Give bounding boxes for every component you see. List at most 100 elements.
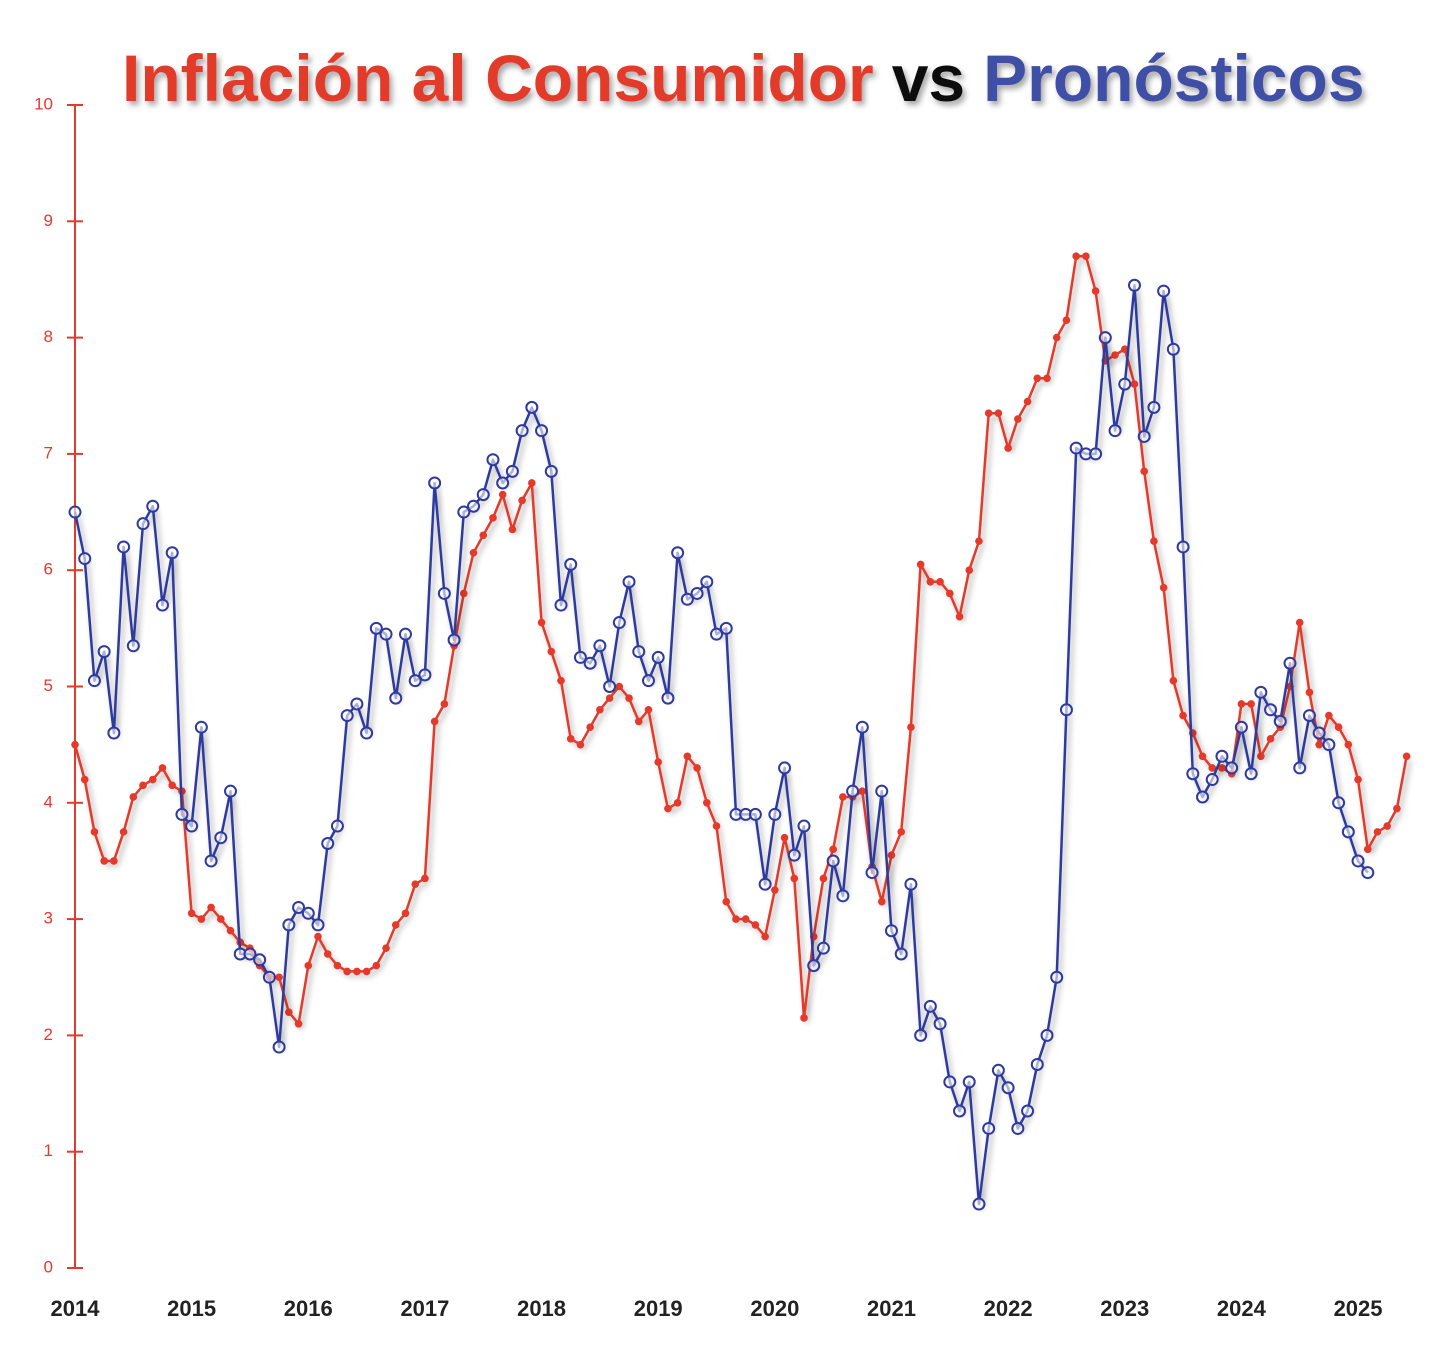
point bbox=[722, 897, 731, 906]
point bbox=[508, 525, 517, 534]
point bbox=[926, 578, 935, 586]
point bbox=[1315, 740, 1323, 749]
x-tick-label: 2022 bbox=[984, 1296, 1033, 1321]
point bbox=[382, 944, 390, 952]
point bbox=[292, 900, 306, 914]
point bbox=[787, 848, 801, 862]
x-tick-label: 2017 bbox=[400, 1296, 449, 1321]
point bbox=[962, 1075, 976, 1089]
point bbox=[1393, 804, 1401, 813]
point bbox=[1383, 822, 1391, 830]
point bbox=[418, 668, 432, 682]
point bbox=[923, 999, 937, 1013]
point bbox=[1341, 825, 1355, 839]
x-tick-label: 2019 bbox=[634, 1296, 683, 1321]
point bbox=[1120, 345, 1129, 354]
point bbox=[525, 400, 539, 414]
point bbox=[362, 967, 371, 976]
point bbox=[557, 676, 565, 685]
point bbox=[262, 970, 276, 984]
point bbox=[664, 804, 672, 813]
point bbox=[430, 717, 439, 726]
point bbox=[1004, 444, 1012, 452]
point bbox=[875, 784, 889, 798]
point bbox=[586, 723, 594, 732]
point bbox=[1157, 284, 1171, 298]
point bbox=[1127, 278, 1141, 292]
point bbox=[544, 464, 558, 478]
title-part: vs bbox=[892, 41, 965, 115]
point bbox=[187, 909, 196, 918]
point bbox=[360, 726, 374, 740]
point bbox=[100, 857, 108, 865]
x-tick-label: 2020 bbox=[750, 1296, 799, 1321]
point bbox=[126, 639, 140, 653]
y-tick-label: 1 bbox=[44, 1141, 53, 1160]
point bbox=[712, 822, 721, 830]
point bbox=[654, 758, 662, 766]
point bbox=[372, 961, 381, 970]
point bbox=[1295, 618, 1304, 627]
x-tick-label: 2021 bbox=[867, 1296, 916, 1321]
point bbox=[797, 819, 811, 833]
point bbox=[340, 709, 354, 723]
point bbox=[751, 921, 760, 929]
point bbox=[680, 592, 694, 606]
point bbox=[605, 694, 614, 702]
point bbox=[97, 645, 111, 659]
point bbox=[537, 618, 546, 627]
point bbox=[982, 1121, 996, 1135]
y-tick-label: 4 bbox=[44, 792, 53, 811]
point bbox=[693, 764, 701, 772]
point bbox=[505, 464, 519, 478]
point bbox=[1225, 761, 1239, 775]
point bbox=[1030, 1057, 1044, 1071]
point bbox=[168, 781, 176, 790]
point bbox=[719, 621, 733, 635]
point bbox=[1014, 415, 1022, 423]
point bbox=[1001, 1081, 1015, 1095]
point bbox=[807, 959, 821, 973]
point bbox=[71, 740, 79, 749]
point bbox=[1021, 1104, 1035, 1118]
point bbox=[887, 851, 896, 859]
point bbox=[972, 1197, 986, 1211]
point bbox=[1150, 537, 1158, 545]
point bbox=[829, 845, 837, 854]
point bbox=[1332, 796, 1346, 810]
point bbox=[884, 924, 898, 938]
point bbox=[528, 479, 536, 487]
point bbox=[226, 926, 235, 935]
point bbox=[353, 967, 361, 976]
point bbox=[479, 531, 488, 540]
point bbox=[991, 1063, 1005, 1077]
point bbox=[1344, 740, 1353, 749]
point bbox=[1208, 764, 1217, 772]
point bbox=[800, 1014, 808, 1022]
point bbox=[1244, 767, 1258, 781]
point bbox=[518, 496, 526, 505]
point bbox=[460, 589, 468, 598]
point bbox=[207, 903, 215, 912]
point bbox=[671, 546, 685, 560]
point bbox=[564, 557, 578, 571]
point bbox=[1108, 424, 1122, 438]
point bbox=[778, 761, 792, 775]
point bbox=[1176, 540, 1190, 554]
point bbox=[625, 694, 633, 702]
point bbox=[304, 961, 313, 970]
point bbox=[323, 950, 332, 958]
point bbox=[285, 1008, 293, 1016]
series-line bbox=[73, 254, 1408, 1026]
point bbox=[1040, 1028, 1054, 1042]
point bbox=[369, 621, 383, 635]
point bbox=[644, 705, 653, 714]
point bbox=[535, 424, 549, 438]
title-part: Inflación al Consumidor bbox=[122, 41, 874, 115]
point bbox=[741, 915, 750, 923]
point bbox=[761, 932, 769, 941]
point bbox=[1111, 351, 1119, 359]
point bbox=[907, 723, 915, 732]
point bbox=[690, 586, 704, 600]
point bbox=[314, 932, 322, 941]
